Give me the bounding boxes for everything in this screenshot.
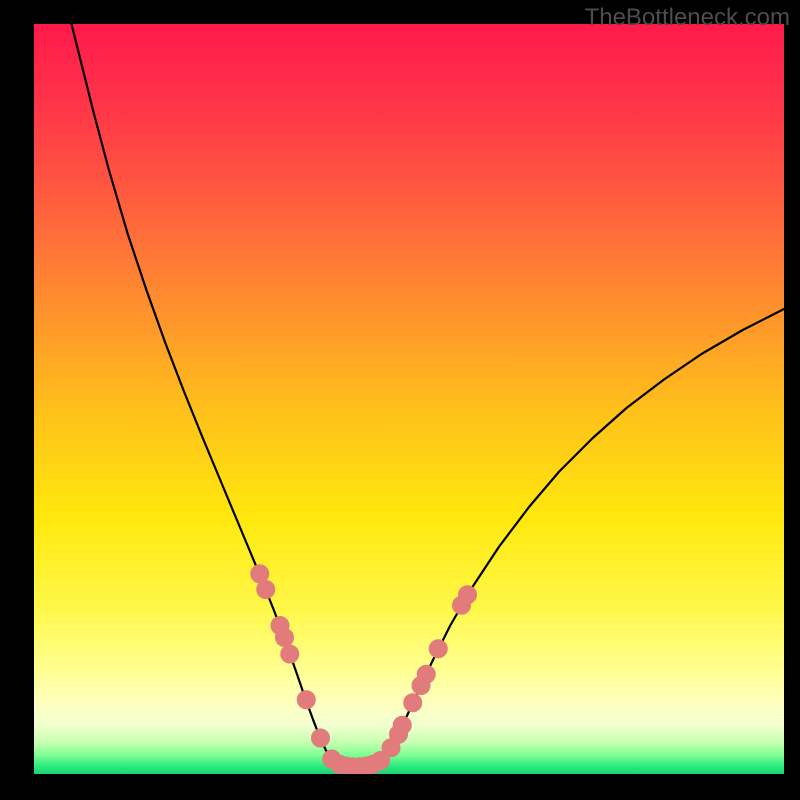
data-dots [34, 24, 784, 774]
watermark-text: TheBottleneck.com [585, 4, 790, 32]
plot-area [34, 24, 784, 774]
chart-stage: TheBottleneck.com [0, 0, 800, 800]
